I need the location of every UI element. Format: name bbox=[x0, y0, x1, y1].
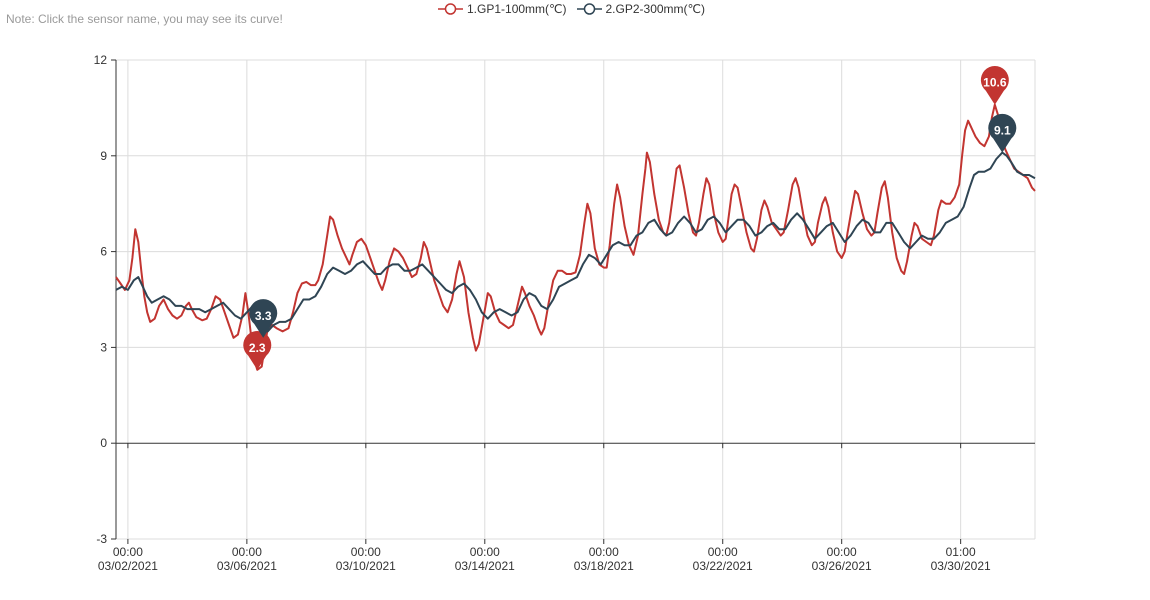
x-tick-label-date: 03/14/2021 bbox=[455, 559, 515, 573]
x-tick-label-time: 00:00 bbox=[232, 545, 262, 559]
x-tick-label-date: 03/26/2021 bbox=[812, 559, 872, 573]
y-tick-label: 3 bbox=[100, 340, 107, 354]
grid-lines bbox=[116, 59, 1036, 540]
legend-item-gp2[interactable]: 2.GP2-300mm(℃) bbox=[576, 2, 706, 16]
axes: -303691200:0003/02/202100:0003/06/202100… bbox=[94, 53, 1035, 573]
chart-legend: 1.GP1-100mm(℃) 2.GP2-300mm(℃) bbox=[438, 2, 705, 16]
series-line-1 bbox=[115, 103, 1036, 371]
marker-value-label: 2.3 bbox=[249, 341, 266, 355]
legend-line-circle-icon bbox=[576, 2, 602, 16]
legend-item-gp1[interactable]: 1.GP1-100mm(℃) bbox=[438, 2, 567, 16]
marker-pin-shape bbox=[980, 65, 1009, 105]
x-tick-label-date: 03/02/2021 bbox=[98, 559, 158, 573]
marker-value-label: 9.1 bbox=[994, 124, 1011, 138]
x-tick-label-time: 00:00 bbox=[708, 545, 738, 559]
x-tick-label-date: 03/30/2021 bbox=[931, 559, 991, 573]
x-tick-label-date: 03/22/2021 bbox=[693, 559, 753, 573]
marker-pin-shape bbox=[249, 299, 278, 338]
x-tick-label-time: 00:00 bbox=[589, 545, 619, 559]
value-marker-pin: 3.3 bbox=[249, 299, 278, 338]
value-marker-pin: 10.6 bbox=[980, 65, 1009, 105]
x-tick-label-date: 03/18/2021 bbox=[574, 559, 634, 573]
x-tick-label-time: 00:00 bbox=[113, 545, 143, 559]
y-tick-label: 0 bbox=[100, 436, 107, 450]
x-tick-label-time: 00:00 bbox=[470, 545, 500, 559]
y-tick-label: 9 bbox=[100, 149, 107, 163]
value-marker-pin: 9.1 bbox=[988, 113, 1017, 153]
x-tick-label-date: 03/06/2021 bbox=[217, 559, 277, 573]
x-tick-label-time: 00:00 bbox=[351, 545, 381, 559]
marker-pin-shape bbox=[988, 113, 1017, 153]
marker-value-label: 10.6 bbox=[983, 76, 1007, 90]
value-marker-pin: 2.3 bbox=[243, 331, 272, 370]
x-tick-label-date: 03/10/2021 bbox=[336, 559, 396, 573]
y-tick-label: -3 bbox=[96, 532, 107, 546]
legend-line-circle-icon bbox=[438, 2, 463, 16]
y-tick-label: 12 bbox=[94, 53, 108, 67]
x-tick-label-time: 01:00 bbox=[946, 545, 976, 559]
chart-note: Note: Click the sensor name, you may see… bbox=[6, 12, 283, 26]
y-tick-label: 6 bbox=[100, 245, 107, 259]
marker-pin-shape bbox=[243, 331, 272, 370]
value-markers: 10.6 2.3 9.1 3.3 bbox=[243, 65, 1017, 370]
series-lines bbox=[115, 103, 1036, 371]
x-tick-label-time: 00:00 bbox=[827, 545, 857, 559]
legend-label-gp1: 1.GP1-100mm(℃) bbox=[467, 2, 567, 16]
legend-label-gp2: 2.GP2-300mm(℃) bbox=[605, 2, 706, 16]
marker-value-label: 3.3 bbox=[255, 309, 272, 323]
